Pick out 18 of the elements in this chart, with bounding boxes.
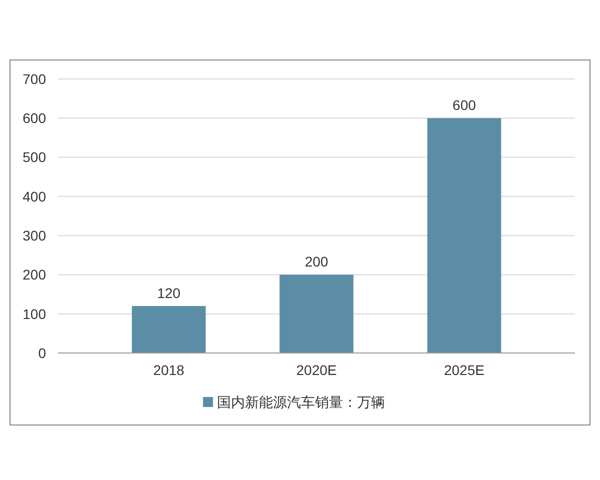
- y-tick-label: 500: [22, 149, 46, 166]
- data-label: 120: [157, 285, 181, 302]
- y-tick-label: 0: [38, 344, 46, 361]
- legend-label: 国内新能源汽车销量：万辆: [217, 394, 385, 410]
- x-tick-label: 2018: [153, 362, 185, 378]
- bar: [280, 274, 354, 353]
- x-tick-label: 2020E: [296, 362, 337, 378]
- y-tick-label: 200: [22, 266, 46, 283]
- y-tick-label: 700: [22, 70, 46, 87]
- data-label: 200: [304, 254, 328, 270]
- x-tick-label: 2025E: [444, 362, 484, 378]
- bar: [132, 306, 206, 353]
- bar: [427, 118, 502, 353]
- y-tick-label: 100: [22, 306, 46, 322]
- data-label: 600: [452, 97, 476, 114]
- y-tick-label: 400: [22, 188, 46, 204]
- y-tick-label: 300: [22, 227, 46, 244]
- y-tick-label: 600: [22, 110, 46, 126]
